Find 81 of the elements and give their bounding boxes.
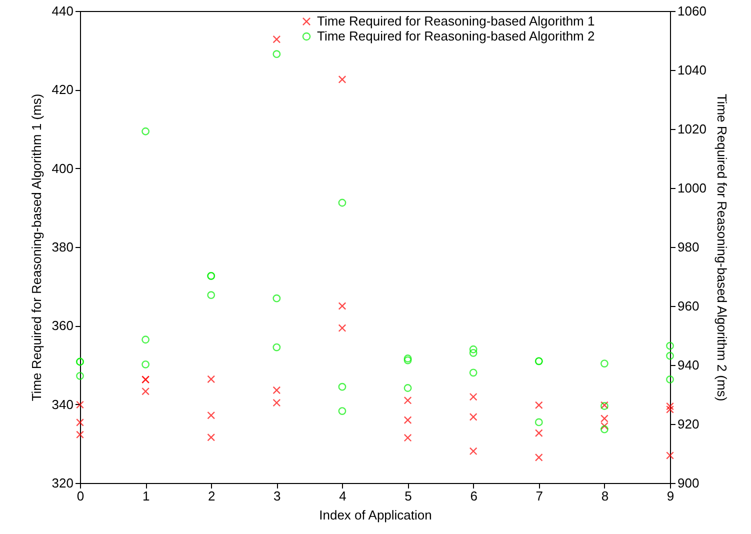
- point: [600, 425, 608, 434]
- point: [338, 302, 346, 310]
- point: [404, 434, 412, 442]
- point: [142, 360, 150, 368]
- y2-tick-label: 1020: [678, 122, 706, 136]
- y-tick-label: 400: [52, 160, 74, 176]
- point: [469, 447, 478, 456]
- x-tick-label: 2: [208, 488, 216, 504]
- point: [272, 343, 281, 352]
- x-tick-label: 8: [601, 488, 609, 504]
- point: [600, 422, 608, 430]
- y-tick-label: 380: [52, 240, 74, 254]
- point: [272, 35, 281, 44]
- point: [142, 127, 150, 136]
- point: [207, 291, 216, 300]
- point: [272, 294, 281, 302]
- point: [469, 345, 478, 354]
- point: [666, 342, 674, 350]
- point: [404, 416, 412, 424]
- point: [338, 324, 346, 332]
- x-axis-title: Index of Application: [319, 508, 432, 522]
- point: [600, 360, 608, 368]
- point: [142, 387, 150, 396]
- y-tick-label: 320: [52, 476, 74, 490]
- x-tick-label: 5: [404, 488, 412, 504]
- point: [404, 356, 412, 364]
- point: [600, 414, 608, 422]
- y2-tick-label: 1060: [678, 4, 706, 18]
- x-tick-label: 0: [76, 488, 84, 504]
- y2-tick-label: 960: [678, 298, 700, 314]
- x-tick-label: 4: [339, 488, 346, 504]
- point: [272, 386, 281, 394]
- y-tick-label: 340: [52, 396, 74, 412]
- y2-axis-title: Time Required for Reasoning-based Algorithm 2 (ms): [714, 94, 730, 402]
- point: [534, 429, 543, 437]
- y2-tick-label: 1000: [678, 180, 706, 196]
- y2-tick-label: 1040: [678, 62, 706, 78]
- point: [207, 375, 216, 384]
- point: [666, 352, 674, 360]
- point: [666, 402, 674, 410]
- point: [469, 412, 478, 421]
- y-tick-label: 420: [52, 82, 74, 98]
- point: [272, 50, 281, 58]
- x-tick-label: 1: [142, 488, 150, 504]
- point: [666, 405, 674, 414]
- legend-label: Time Required for Reasoning-based Algorithm 2: [317, 28, 595, 44]
- point: [404, 384, 412, 392]
- x-tick-label: 3: [274, 488, 281, 504]
- y2-tick-label: 980: [678, 240, 700, 254]
- point: [76, 430, 84, 439]
- point: [76, 400, 84, 409]
- point: [207, 433, 216, 442]
- point: [272, 398, 281, 407]
- point: [666, 452, 674, 460]
- point: [338, 75, 346, 84]
- y2-tick-label: 940: [678, 358, 700, 372]
- point: [534, 401, 543, 410]
- y2-tick-label: 900: [678, 476, 700, 490]
- point: [142, 336, 150, 344]
- point: [666, 376, 674, 384]
- x-tick-label: 6: [470, 488, 478, 504]
- y-tick-label: 440: [52, 4, 74, 18]
- point: [338, 382, 346, 391]
- x-tick-label: 7: [536, 488, 544, 504]
- point: [338, 407, 346, 415]
- point: [76, 418, 84, 426]
- y-tick-label: 360: [52, 318, 74, 334]
- y2-tick-label: 920: [678, 416, 700, 432]
- point: [534, 453, 543, 462]
- point: [469, 392, 478, 401]
- point: [534, 418, 543, 426]
- point: [207, 411, 216, 420]
- point: [469, 368, 478, 377]
- legend-label: Time Required for Reasoning-based Algorithm 1: [317, 14, 595, 28]
- y-axis-title: Time Required for Reasoning-based Algorithm 1 (ms): [28, 94, 44, 402]
- point: [404, 396, 412, 404]
- point: [404, 354, 412, 362]
- point: [76, 372, 84, 380]
- point: [469, 348, 478, 357]
- x-tick-label: 9: [666, 488, 674, 504]
- point: [338, 198, 346, 207]
